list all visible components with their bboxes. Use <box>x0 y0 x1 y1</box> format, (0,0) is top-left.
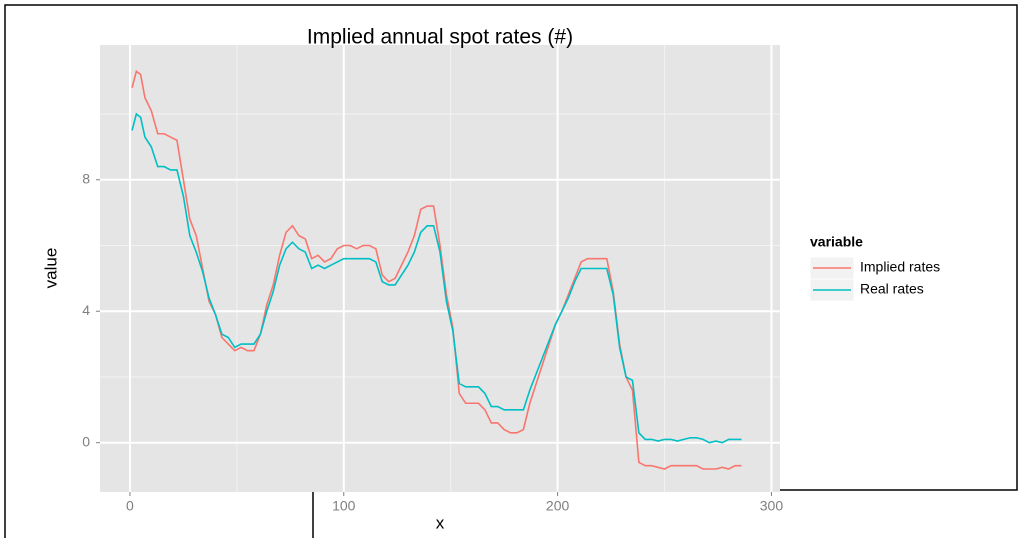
legend-title: variable <box>810 234 863 250</box>
x-axis-title: x <box>436 513 445 532</box>
legend: Implied rates Real rates <box>809 256 940 302</box>
chart-title: Implied annual spot rates (#) <box>307 26 573 49</box>
y-tick-label: 0 <box>82 433 90 449</box>
panel <box>100 45 780 492</box>
frame-border <box>4 4 1018 538</box>
frame <box>4 4 1018 538</box>
x-tick-label: 300 <box>760 498 784 514</box>
legend-label: Real rates <box>860 281 924 297</box>
y-tick-label: 4 <box>82 302 90 318</box>
x-tick-label: 0 <box>126 498 134 514</box>
legend-label: Implied rates <box>860 259 940 275</box>
x-tick-label: 100 <box>332 498 356 514</box>
series-line <box>131 112 742 444</box>
y-axis-title: value <box>41 248 60 289</box>
series-line <box>131 69 742 470</box>
grid <box>100 45 780 492</box>
lines <box>131 69 742 470</box>
y-tick-label: 8 <box>82 170 90 186</box>
x-tick-label: 200 <box>546 498 570 514</box>
